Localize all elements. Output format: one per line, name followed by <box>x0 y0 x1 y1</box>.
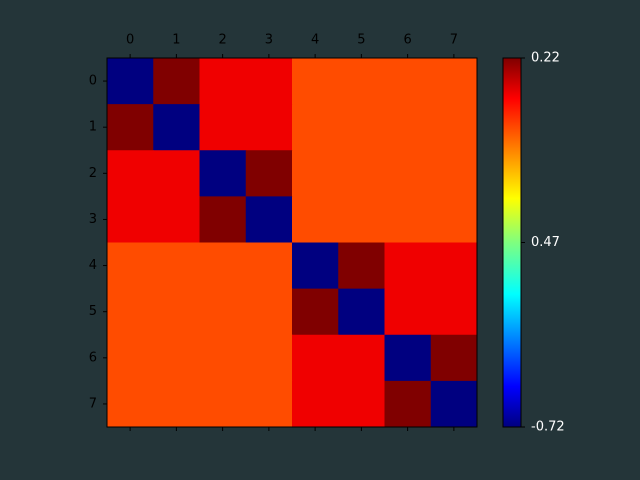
y-tick-label: 7 <box>89 396 97 411</box>
x-tick-label: 7 <box>450 33 458 48</box>
cell <box>292 334 339 382</box>
colorbar-tick-label: 0.22 <box>531 51 560 66</box>
cell <box>338 104 385 151</box>
cell <box>153 380 200 428</box>
cell <box>430 242 478 290</box>
x-tick-label: 6 <box>403 33 411 48</box>
cell <box>153 288 200 336</box>
x-tick-label: 0 <box>126 33 134 48</box>
cell <box>107 58 154 105</box>
cell <box>430 334 478 382</box>
cell <box>153 242 200 290</box>
cell <box>199 196 247 243</box>
cell <box>153 150 200 197</box>
cell <box>338 58 385 105</box>
cell <box>292 104 339 151</box>
cell <box>384 288 432 336</box>
cell <box>199 242 247 290</box>
cell <box>107 150 154 197</box>
cell <box>245 150 293 197</box>
cell <box>199 58 247 105</box>
cell <box>430 196 478 243</box>
cell <box>107 242 154 290</box>
cell <box>384 58 432 105</box>
x-tick-label: 3 <box>265 33 273 48</box>
colorbar <box>502 57 522 428</box>
cell <box>384 196 432 243</box>
cell <box>153 196 200 243</box>
cell <box>292 196 339 243</box>
cell <box>245 380 293 428</box>
cell <box>292 58 339 105</box>
cell <box>338 334 385 382</box>
cell <box>199 150 247 197</box>
cell <box>199 334 247 382</box>
cell <box>338 150 385 197</box>
cell <box>292 380 339 428</box>
cell <box>153 104 200 151</box>
y-tick-label: 5 <box>89 304 97 319</box>
x-tick-label: 2 <box>218 33 226 48</box>
x-tick-label: 5 <box>357 33 365 48</box>
colorbar-tick-label: 0.47 <box>531 235 560 250</box>
cell <box>384 242 432 290</box>
cell <box>107 380 154 428</box>
x-tick-label: 1 <box>172 33 180 48</box>
cell <box>107 104 154 151</box>
cell <box>292 150 339 197</box>
cell <box>338 380 385 428</box>
y-tick-label: 1 <box>89 120 97 135</box>
y-tick-label: 0 <box>89 74 97 89</box>
cell <box>107 334 154 382</box>
cell <box>430 104 478 151</box>
cell <box>384 104 432 151</box>
cell <box>338 242 385 290</box>
cell <box>430 150 478 197</box>
cell <box>107 288 154 336</box>
x-tick-label: 4 <box>311 33 319 48</box>
cell <box>107 196 154 243</box>
plot-frame <box>106 57 478 428</box>
cell <box>430 380 478 428</box>
cell <box>384 150 432 197</box>
cell <box>430 288 478 336</box>
cell <box>245 242 293 290</box>
cell <box>384 334 432 382</box>
cell <box>292 288 339 336</box>
cell <box>153 58 200 105</box>
cell <box>245 58 293 105</box>
y-tick-label: 2 <box>89 166 97 181</box>
y-tick-label: 6 <box>89 350 97 365</box>
cell <box>199 288 247 336</box>
cell <box>153 334 200 382</box>
cell <box>245 196 293 243</box>
y-tick-label: 4 <box>89 258 97 273</box>
cell <box>384 380 432 428</box>
cell <box>199 104 247 151</box>
cell <box>245 104 293 151</box>
cell <box>245 334 293 382</box>
y-tick-label: 3 <box>89 212 97 227</box>
cell <box>338 288 385 336</box>
cell <box>292 242 339 290</box>
cell <box>199 380 247 428</box>
cell <box>245 288 293 336</box>
cell <box>338 196 385 243</box>
colorbar-tick-label: -0.72 <box>531 420 565 435</box>
cell <box>430 58 478 105</box>
